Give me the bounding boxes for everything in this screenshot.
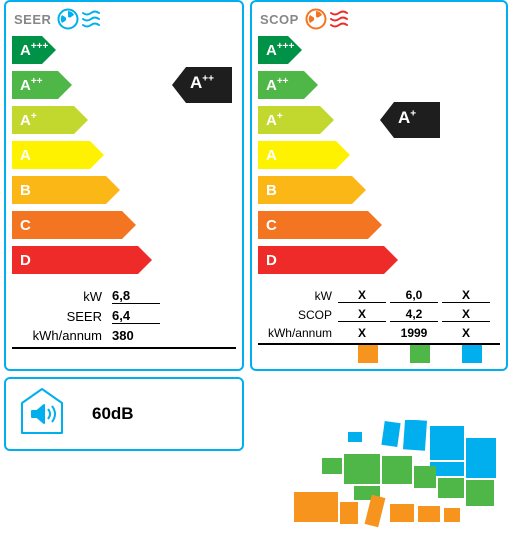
energy-bar-label: C	[12, 217, 31, 234]
spec-val: X	[338, 326, 386, 340]
seer-header-label: SEER	[14, 12, 51, 27]
spec-key: SEER	[12, 309, 112, 324]
seer-panel: SEER	[4, 0, 244, 371]
seer-rating-text: A++	[190, 73, 214, 93]
main-container: SEER	[0, 0, 512, 371]
spec-key: kWh/annum	[258, 326, 338, 340]
energy-bar-row: A+++	[12, 36, 236, 68]
spec-val: 380	[112, 328, 160, 343]
spec-row: SCOPX4,2X	[258, 305, 500, 324]
energy-bar-row: D	[12, 246, 236, 278]
energy-bar-row: A	[258, 141, 500, 173]
spec-row: kWh/annum 380	[12, 326, 236, 349]
scop-header: SCOP	[258, 6, 500, 32]
spec-key: kW	[258, 289, 338, 303]
climate-swatch	[344, 345, 392, 363]
spec-val: X	[338, 288, 386, 303]
scop-rating-text: A+	[398, 108, 416, 128]
spec-key: kW	[12, 289, 112, 304]
spec-val: 6,0	[390, 288, 438, 303]
energy-bar-label: A++	[258, 77, 289, 94]
energy-bar-label: A+	[12, 112, 37, 129]
energy-bar-label: A	[258, 147, 277, 164]
climate-swatch	[396, 345, 444, 363]
spec-row: kW 6,8	[12, 286, 236, 306]
energy-bar-label: A+++	[258, 42, 294, 59]
spec-key: kWh/annum	[12, 328, 112, 343]
energy-bar-label: A	[12, 147, 31, 164]
energy-bar-row: C	[12, 211, 236, 243]
energy-bar-row: A+	[12, 106, 236, 138]
spec-key: SCOP	[258, 308, 338, 322]
spec-val: 4,2	[390, 307, 438, 322]
energy-bar-label: D	[12, 252, 31, 269]
scop-bars: A+++ A++ A+ A	[258, 36, 500, 282]
energy-bar-row: A+++	[258, 36, 500, 68]
europe-map	[258, 420, 502, 512]
seer-specs: kW 6,8SEER 6,4kWh/annum 380	[12, 286, 236, 349]
seer-rating-badge: A++	[172, 67, 232, 103]
sun-fan-icon	[305, 7, 351, 31]
energy-bar-label: B	[12, 182, 31, 199]
energy-bar-label: A+	[258, 112, 283, 129]
energy-bar-label: B	[258, 182, 277, 199]
energy-bar-row: A+	[258, 106, 500, 138]
spec-val: 6,4	[112, 308, 160, 324]
scop-panel: SCOP	[250, 0, 508, 371]
scop-rating-badge: A+	[380, 102, 440, 138]
spec-val: X	[338, 307, 386, 322]
energy-bar-row: C	[258, 211, 500, 243]
energy-bar-row: B	[12, 176, 236, 208]
seer-header: SEER	[12, 6, 236, 32]
spec-val: X	[442, 307, 490, 322]
spec-val: 6,8	[112, 288, 160, 304]
spec-val: X	[442, 326, 490, 340]
spec-row: kWX6,0X	[258, 286, 500, 305]
spec-row: SEER 6,4	[12, 306, 236, 326]
energy-bar-label: A++	[12, 77, 43, 94]
spec-row: kWh/annumX1999X	[258, 324, 500, 345]
energy-bar-row: D	[258, 246, 500, 278]
climate-swatch	[448, 345, 496, 363]
energy-bar-row: A	[12, 141, 236, 173]
energy-bar-row: A++	[258, 71, 500, 103]
speaker-icon	[18, 387, 74, 442]
noise-panel: 60dB	[4, 377, 244, 451]
climate-swatches	[258, 345, 500, 363]
noise-value: 60dB	[92, 404, 134, 424]
spec-val: 1999	[390, 326, 438, 340]
scop-header-label: SCOP	[260, 12, 299, 27]
energy-bar-label: D	[258, 252, 277, 269]
snowflake-fan-icon	[57, 7, 103, 31]
energy-bar-label: C	[258, 217, 277, 234]
energy-bar-label: A+++	[12, 42, 48, 59]
energy-bar-row: B	[258, 176, 500, 208]
scop-specs: kWX6,0XSCOPX4,2XkWh/annumX1999X	[258, 286, 500, 345]
spec-val: X	[442, 288, 490, 303]
